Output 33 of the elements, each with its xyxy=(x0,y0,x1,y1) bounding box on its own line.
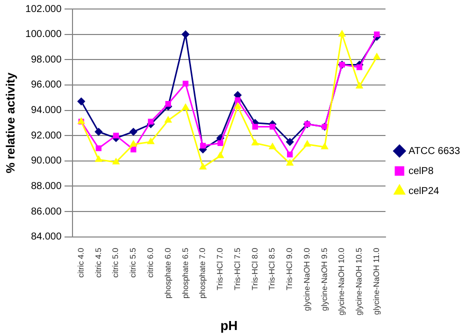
x-tick-label: citric 5.5 xyxy=(128,247,138,278)
x-tick-label: glycine-NaOH 11.0 xyxy=(372,247,382,315)
legend-label: ATCC 6633 xyxy=(408,146,460,157)
x-tick-label: citric 6.0 xyxy=(146,247,155,278)
x-tick-label: citric 5.0 xyxy=(111,247,120,278)
legend-label: celP24 xyxy=(408,186,440,197)
x-tick-label: phosphate 6.5 xyxy=(180,247,190,299)
y-tick-label: 86.000 xyxy=(30,206,62,218)
x-tick-label: phosphate 6.0 xyxy=(163,247,172,299)
y-tick-label: 102.000 xyxy=(25,4,62,15)
x-tick-label: Tris-HCl 7.0 xyxy=(216,247,225,290)
x-tick-label: glycine-NaOH 9.5 xyxy=(320,247,329,311)
x-tick-label: glycine-NaOH 10.0 xyxy=(337,247,346,316)
x-tick-label: phosphate 7.0 xyxy=(198,247,208,299)
x-tick-label: citric 4.5 xyxy=(94,247,103,278)
x-axis-title: pH xyxy=(220,318,238,333)
y-tick-label: 90.000 xyxy=(30,156,62,167)
y-tick-label: 96.000 xyxy=(30,80,62,91)
legend-label: celP8 xyxy=(408,166,434,177)
y-tick-label: 88.000 xyxy=(30,180,62,192)
y-tick-label: 98.000 xyxy=(30,54,62,66)
y-axis-title: % relative activity xyxy=(4,72,18,174)
x-tick-label: Tris-HCl 8.0 xyxy=(250,247,260,290)
y-tick-label: 94.000 xyxy=(30,105,62,116)
x-tick-label: Tris-HCl 8.5 xyxy=(268,247,277,290)
y-tick-label: 92.000 xyxy=(30,130,62,142)
x-tick-label: citric 4.0 xyxy=(76,247,86,278)
x-tick-label: Tris-HCl 9.0 xyxy=(285,247,294,290)
y-tick-label: 84.000 xyxy=(30,232,62,243)
x-tick-label: glycine-NaOH 9.0 xyxy=(302,247,312,311)
x-tick-label: Tris-HCl 7.5 xyxy=(232,247,242,290)
y-tick-label: 100.000 xyxy=(25,29,62,40)
x-tick-label: glycine-NaOH 10.5 xyxy=(354,247,364,316)
